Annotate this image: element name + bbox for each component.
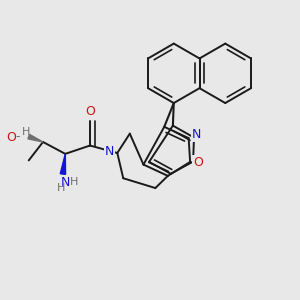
Text: -: - <box>16 130 20 143</box>
Polygon shape <box>60 154 66 174</box>
Polygon shape <box>28 134 43 142</box>
Text: O: O <box>85 106 95 118</box>
Text: O: O <box>193 156 203 169</box>
Text: N: N <box>105 145 114 158</box>
Text: O: O <box>6 131 16 144</box>
Text: N: N <box>61 176 70 189</box>
Text: N: N <box>192 128 201 141</box>
Text: H: H <box>57 183 65 193</box>
Text: H: H <box>22 128 30 137</box>
Text: H: H <box>70 176 78 187</box>
